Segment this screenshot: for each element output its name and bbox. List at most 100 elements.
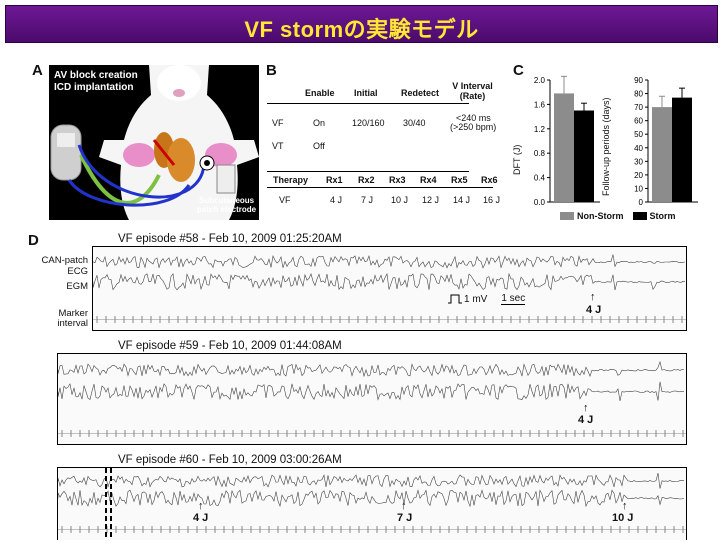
shock-arrow-60-b: ↑ [401,500,407,512]
label-ecg: ECG [67,266,88,277]
therapy-row-vf: VF [279,195,291,205]
header-redetect: Redetect [401,88,440,98]
legend-storm: Storm [649,211,676,221]
panel-a-illustration: AV block creation ICD implantation Subcu… [49,65,259,220]
chart-0-bar-storm [574,110,594,202]
shock-arrow-58: ↑ [590,291,596,303]
chart-1-tick-label-6: 60 [634,117,643,126]
table-rule-mid [267,171,469,172]
header-initial: Initial [354,88,378,98]
chart-1-tick-label-5: 50 [634,130,643,139]
rx5-value: 14 J [453,195,471,205]
slide-title: VF stormの実験モデル [244,17,479,42]
episode-58-trace [92,246,687,331]
chart-0-tick-label-5: 2.0 [534,76,546,85]
rx6-value: 16 J [483,195,501,205]
header-v-interval: V Interval (Rate) [452,81,493,101]
chart-1-tick-label-7: 70 [634,103,643,112]
rx1-value: 4 J [330,195,343,205]
caption-av-block: AV block creation [54,70,138,81]
shock-label-59: 4 J [578,414,594,426]
scale-mv: 1 mV [464,293,488,305]
label-interval: interval [57,318,88,329]
chart-0-tick-label-4: 1.6 [534,100,546,109]
episode-58-title: VF episode #58 - Feb 10, 2009 01:25:20AM [118,233,342,245]
legend-swatch-storm [632,212,647,220]
legend-swatch-non-storm [560,212,574,220]
rx6-header: Rx6 [481,175,498,185]
shock-label-60-c: 10 J [612,512,634,524]
caption-patch-2: patch electrode [197,205,257,214]
chart-1-tick-label-2: 20 [634,171,643,180]
panel-label-b: B [266,62,277,79]
chart-1-tick-label-3: 30 [634,157,643,166]
row-vf-zone: VF [272,118,284,128]
label-egm: EGM [66,281,88,292]
shock-label-60-b: 7 J [397,512,413,524]
caption-patch-1: Subcutaneous [199,196,255,205]
rx1-header: Rx1 [326,175,343,185]
scale-sec: 1 sec [501,293,526,305]
chart-1-tick-label-1: 10 [634,184,643,193]
label-marker: Marker [58,308,88,319]
episode-59-waveform [57,360,686,437]
egm-waveform-line [57,381,684,402]
table-rule-top [267,103,469,104]
shock-arrow-59: ↑ [583,402,589,414]
egm-waveform-line [57,473,685,489]
dog-icd-diagram [50,65,259,220]
shock-arrow-60-a: ↑ [198,500,204,512]
legend-non-storm: Non-Storm [577,211,624,221]
chart-1-bar-storm [672,97,692,202]
row-vf-interval: <240 ms [456,113,491,123]
rx2-value: 7 J [361,195,374,205]
chart-1-bar-non-storm [652,107,672,202]
row-vf-enable: On [313,118,326,128]
panel-label-a: A [32,62,43,79]
egm-waveform-line [57,360,685,378]
rx5-header: Rx5 [451,175,468,185]
episode-59-trace [57,353,687,445]
rx3-value: 10 J [391,195,409,205]
shock-label-60-a: 4 J [193,512,209,524]
therapy-header: Therapy [273,175,309,185]
chart-1-tick-label-8: 80 [634,90,643,99]
egm-waveform-line [92,254,686,269]
panel-c-charts: 0.0 0.4 0.8 1.2 1.6 2.0 0 10 20 30 40 50 60 70 80 90 [534,75,698,207]
panel-label-c: C [513,62,524,79]
caption-icd-implantation: ICD implantation [54,82,134,93]
chart-1-tick-label-9: 90 [634,76,643,85]
episode-60-title: VF episode #60 - Feb 10, 2009 03:00:26AM [118,454,342,466]
episode-60-waveform [57,468,686,540]
egm-waveform-line [57,489,685,508]
episode-59-title: VF episode #59 - Feb 10, 2009 01:44:08AM [118,340,342,352]
episode-58-waveform [92,254,686,323]
chart-0-tick-label-0: 0.0 [534,198,546,207]
title-banner: VF stormの実験モデル [5,5,718,43]
chart-0-tick-label-1: 0.4 [534,174,546,183]
table-rule-therapy [267,187,493,188]
rx4-header: Rx4 [420,175,437,185]
shock-arrow-60-c: ↑ [622,500,628,512]
chart-0-tick-label-2: 0.8 [534,149,546,158]
rx2-header: Rx2 [358,175,375,185]
egm-waveform-line [92,272,686,291]
scale-bar: 1 mV 1 sec [448,293,526,305]
row-vt-enable: Off [313,141,325,151]
rx3-header: Rx3 [389,175,406,185]
legend: Non-Storm Storm [560,211,676,221]
row-vf-rate: (>250 bpm) [450,122,497,132]
row-vt-zone: VT [272,141,284,151]
chart-1-tick-label-4: 40 [634,144,643,153]
episode-60-trace [57,467,687,540]
chart-0-bar-non-storm [554,93,574,202]
mv-scale-icon [448,294,462,304]
label-can-patch: CAN-patch [41,255,88,266]
shock-label-58: 4 J [586,304,602,316]
rx4-value: 12 J [422,195,440,205]
row-vf-initial: 120/160 [352,118,385,128]
chart-1-tick-label-0: 0 [639,198,644,207]
row-vf-redetect: 30/40 [403,118,426,128]
panel-label-d: D [28,232,39,249]
chart-0-tick-label-3: 1.2 [534,125,546,134]
